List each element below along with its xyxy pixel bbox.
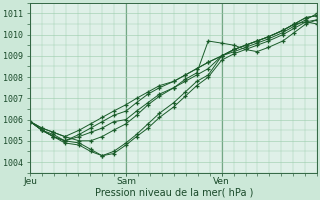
X-axis label: Pression niveau de la mer( hPa ): Pression niveau de la mer( hPa ) (95, 187, 253, 197)
